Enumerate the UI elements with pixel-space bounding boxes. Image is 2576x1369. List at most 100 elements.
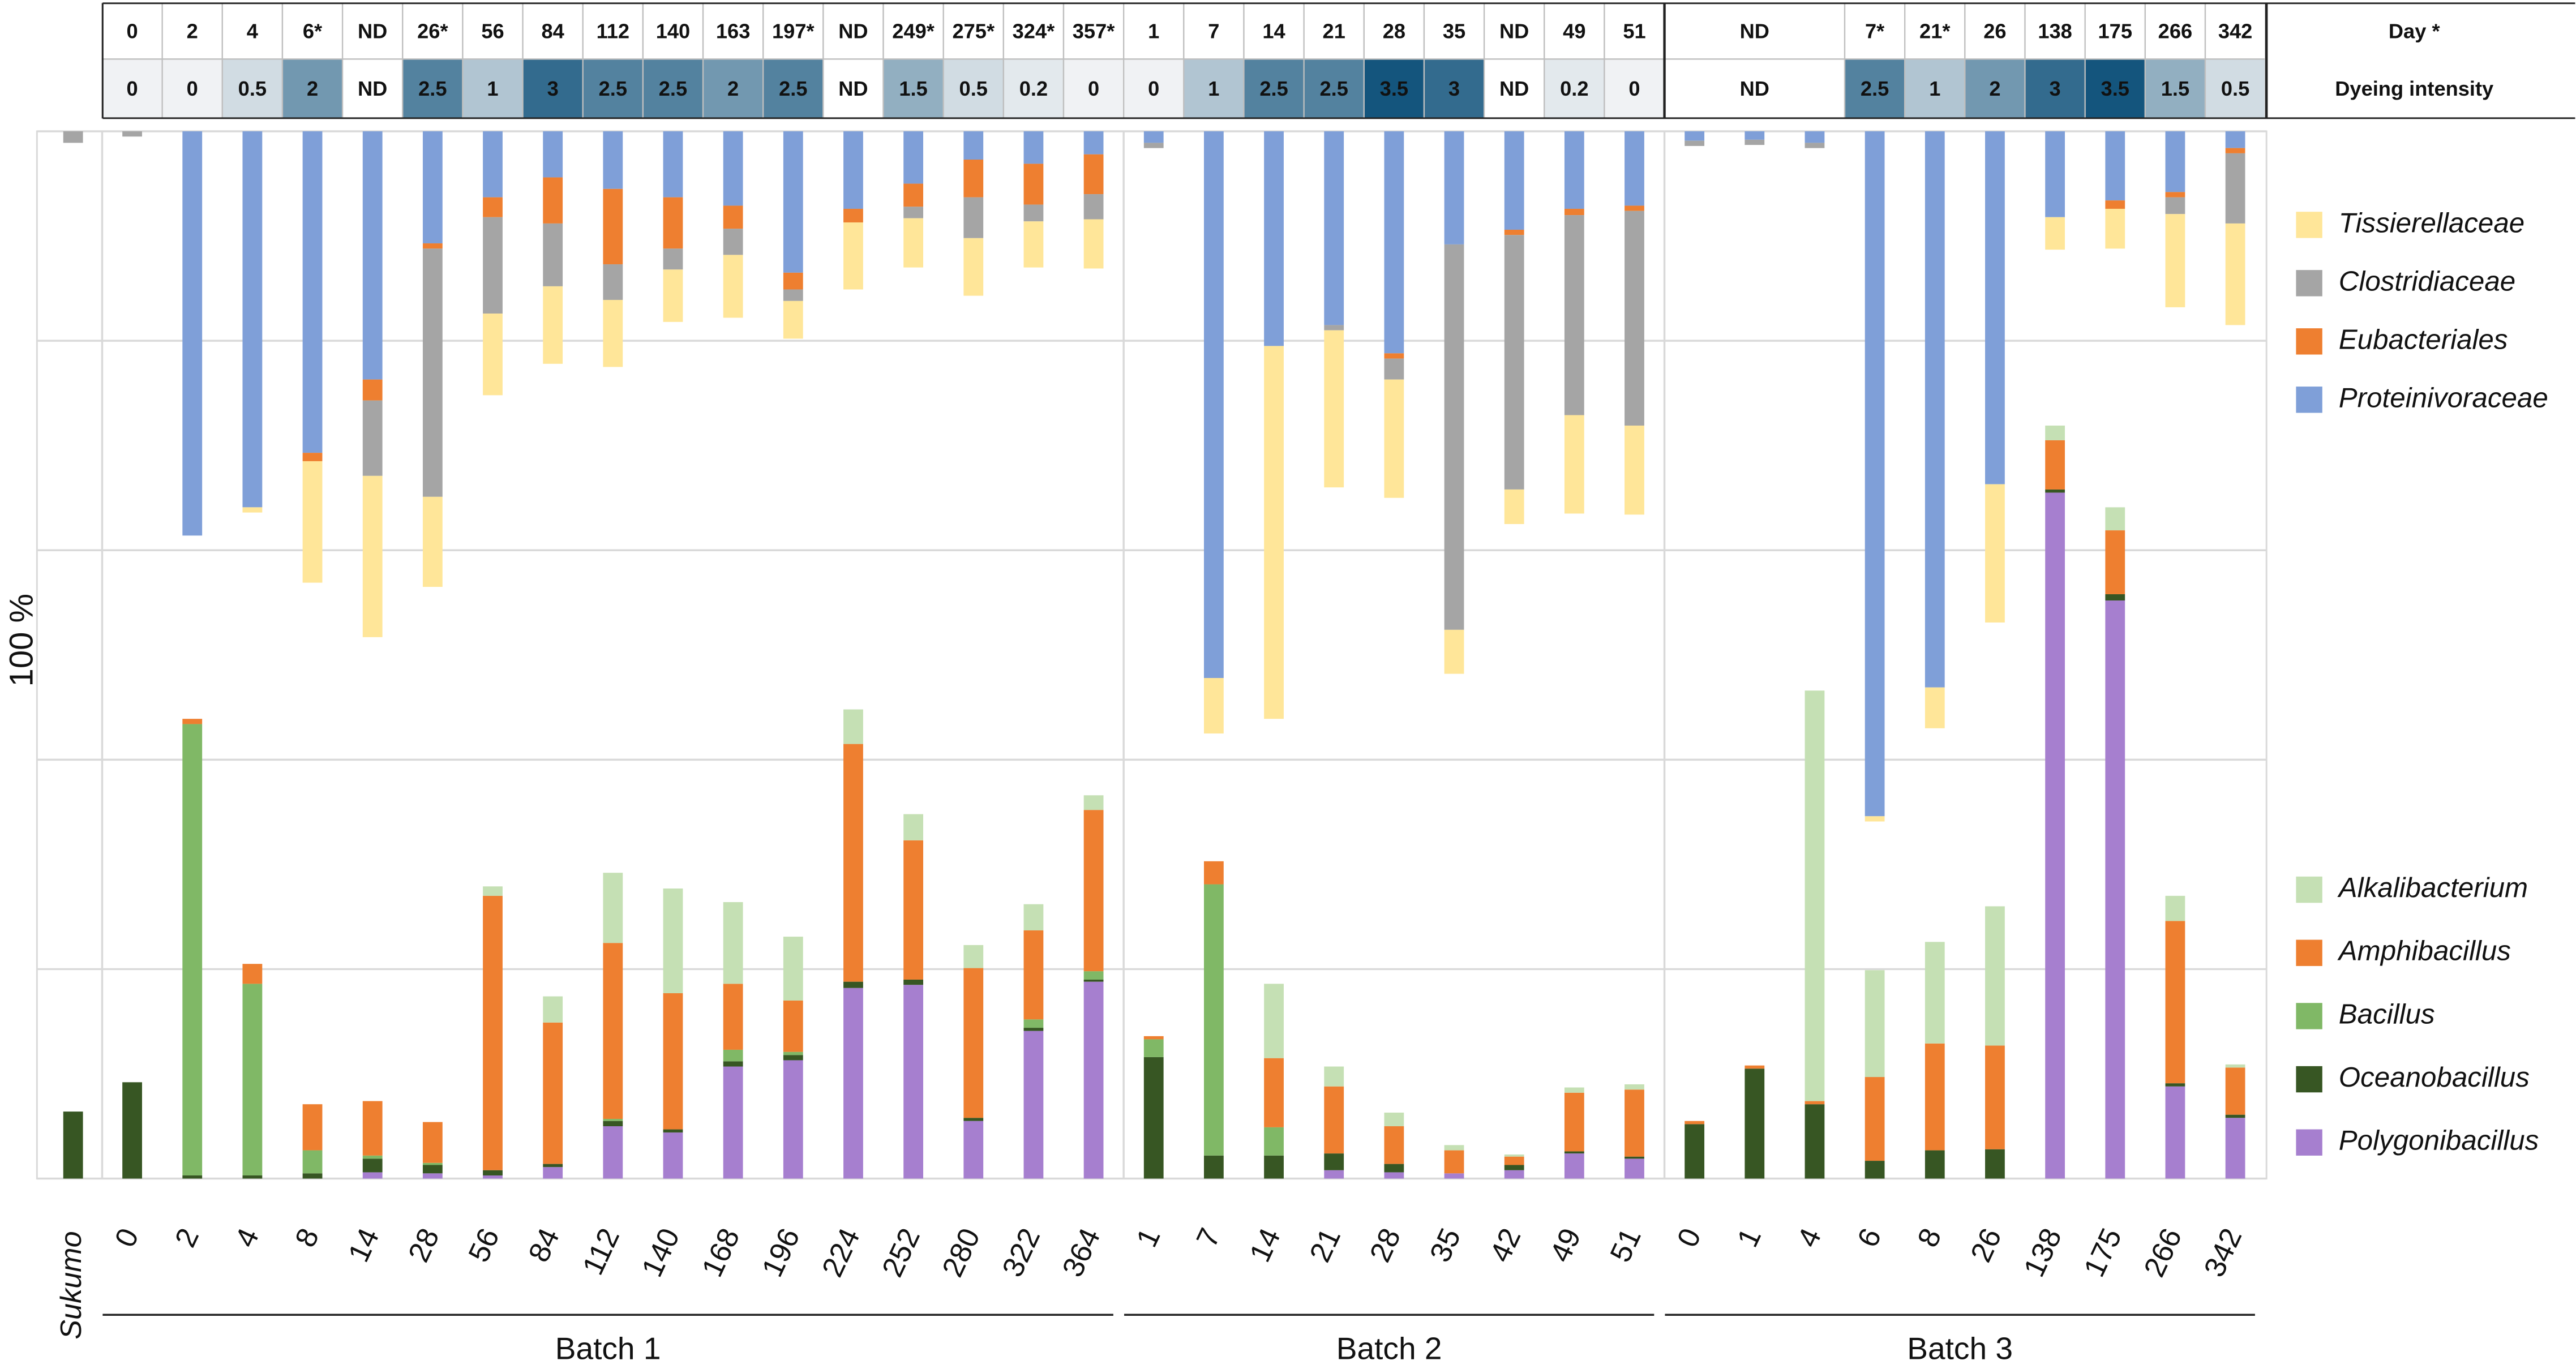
table-cell-text: 3 xyxy=(547,77,559,100)
table-cell xyxy=(1303,2,1365,60)
legend-label: Bacillus xyxy=(2339,998,2435,1029)
table-cell-text: 197* xyxy=(772,20,815,43)
bar-segment xyxy=(422,131,443,244)
bar-segment xyxy=(783,937,803,1001)
bar-segment xyxy=(1143,1039,1164,1057)
bar-segment xyxy=(1504,235,1524,490)
bar-segment xyxy=(483,197,503,217)
table-cell-text: 51 xyxy=(1623,20,1645,43)
table-cell xyxy=(1544,58,1605,119)
legend-swatch xyxy=(2296,1066,2322,1093)
bar-segment xyxy=(603,188,623,265)
bar-segment xyxy=(2105,530,2125,594)
bar-segment xyxy=(1264,1058,1284,1127)
legend-label: Polygonibacillus xyxy=(2339,1125,2539,1156)
bar-segment xyxy=(362,400,383,476)
bar-segment xyxy=(483,1175,503,1179)
x-tick-label: 266 xyxy=(2138,1224,2188,1282)
table-cell-text: 0 xyxy=(126,77,138,100)
bar-segment xyxy=(543,131,563,178)
table-cell-text: 2 xyxy=(307,77,318,100)
bar-segment xyxy=(1564,1092,1584,1152)
bar-segment xyxy=(1564,1087,1584,1093)
table-cell-text: 342 xyxy=(2218,20,2252,43)
legend-swatch xyxy=(2296,270,2322,297)
bar-segment xyxy=(663,1129,683,1133)
table-cell xyxy=(2144,58,2206,119)
bar-segment xyxy=(422,243,443,249)
bar-segment xyxy=(663,1132,683,1179)
bar-segment xyxy=(1865,1161,1885,1179)
x-tick-label: 28 xyxy=(1364,1224,1407,1267)
bar-segment xyxy=(603,131,623,189)
bar-segment xyxy=(1083,795,1104,810)
table-cell xyxy=(942,58,1005,119)
bar-segment xyxy=(1143,1057,1164,1179)
bar-segment xyxy=(242,507,263,513)
bar-segment xyxy=(2105,200,2125,209)
table-cell-text: 0.5 xyxy=(238,77,267,100)
bar-segment xyxy=(242,984,263,1175)
bar-segment xyxy=(2105,600,2125,1179)
table-cell-text: 357* xyxy=(1073,20,1115,43)
table-cell-text: 0.2 xyxy=(1560,77,1588,100)
x-tick-label: 196 xyxy=(756,1224,806,1282)
bar-segment xyxy=(903,131,924,184)
x-tick-label: 4 xyxy=(229,1224,265,1252)
bar-segment xyxy=(1384,358,1404,380)
table-cell-text: 266 xyxy=(2158,20,2192,43)
bar-segment xyxy=(2045,131,2065,217)
bar-segment xyxy=(2045,217,2065,250)
bar-segment xyxy=(1625,1158,1644,1179)
bar-segment xyxy=(302,453,323,461)
bar-segment xyxy=(1925,1043,1945,1151)
bar-segment xyxy=(903,985,924,1179)
table-cell xyxy=(1483,2,1545,60)
bar-segment xyxy=(362,475,383,637)
bar-segment xyxy=(1504,489,1524,524)
x-tick-label: 35 xyxy=(1424,1224,1467,1267)
bar-segment xyxy=(1444,1173,1464,1179)
group-label: Batch 3 xyxy=(1907,1331,2013,1366)
bar-segment xyxy=(302,1150,323,1174)
bar-segment xyxy=(182,724,203,1175)
bar-segment xyxy=(182,131,203,536)
table-cell-text: 7 xyxy=(1208,20,1219,43)
bar-segment xyxy=(1444,131,1464,244)
table-cell-text: 1 xyxy=(1148,20,1159,43)
bar-segment xyxy=(963,1118,984,1121)
bar-segment xyxy=(1384,131,1404,354)
bar-segment xyxy=(1444,629,1464,674)
bar-segment xyxy=(1685,1121,1705,1125)
bar-segment xyxy=(903,183,924,207)
bar-segment xyxy=(182,719,203,724)
table-cell-text: 140 xyxy=(656,20,690,43)
table-cell-text: 2.5 xyxy=(599,77,627,100)
bar-segment xyxy=(1324,1086,1344,1154)
bar-segment xyxy=(1444,1150,1464,1174)
bar-segment xyxy=(302,461,323,583)
bar-segment xyxy=(1625,211,1644,426)
bar-segment xyxy=(242,964,263,984)
bar-segment xyxy=(1925,687,1945,728)
bar-segment xyxy=(483,217,503,314)
x-tick-label: 140 xyxy=(636,1224,686,1282)
table-cell-text: ND xyxy=(358,77,387,100)
bar-segment xyxy=(1023,164,1044,205)
bar-segment xyxy=(302,131,323,453)
x-tick-label: 26 xyxy=(1965,1224,2008,1267)
legend-swatch xyxy=(2296,1003,2322,1029)
bar-segment xyxy=(362,1158,383,1173)
bar-segment xyxy=(1865,1077,1885,1161)
bar-segment xyxy=(723,1061,743,1067)
bar-segment xyxy=(963,160,984,198)
bar-segment xyxy=(663,269,683,322)
bar-segment xyxy=(63,131,83,143)
bar-segment xyxy=(903,218,924,268)
bar-segment xyxy=(2165,1086,2185,1179)
bar-segment xyxy=(1925,131,1945,688)
bar-segment xyxy=(1023,204,1044,222)
bar-segment xyxy=(963,1121,984,1179)
x-tick-label: 8 xyxy=(289,1224,326,1252)
